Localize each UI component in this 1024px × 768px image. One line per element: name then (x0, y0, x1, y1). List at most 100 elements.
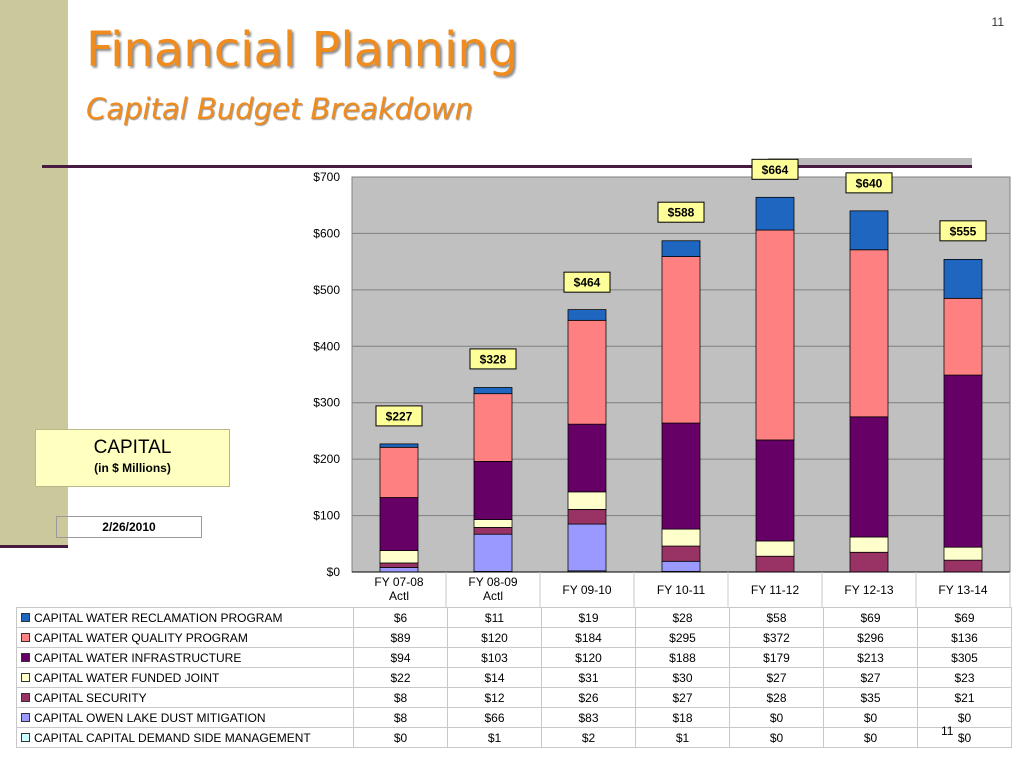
x-tick-label-line: FY 09-10 (562, 583, 611, 597)
series-name-cell: CAPITAL OWEN LAKE DUST MITIGATION (16, 707, 354, 728)
table-row: CAPITAL WATER INFRASTRUCTURE $94 $103 $120 $… (16, 647, 1012, 668)
bar-segment (473, 519, 513, 528)
value-cell: $69 (917, 607, 1012, 628)
value-cell: $27 (823, 667, 918, 688)
side-decoration-rule (0, 545, 68, 548)
bar-segment (473, 393, 513, 462)
table-row: CAPITAL WATER QUALITY PROGRAM $89 $120 $184… (16, 627, 1012, 648)
value-cell: $11 (447, 607, 542, 628)
bar-segment (379, 550, 419, 564)
value-cell: $31 (541, 667, 636, 688)
total-label-box (469, 348, 517, 370)
value-cell: $295 (635, 627, 730, 648)
bar-segment (661, 560, 701, 572)
bar-segment (661, 240, 701, 257)
total-label: $588 (668, 206, 695, 220)
value-cell: $0 (729, 727, 824, 748)
value-cell: $0 (823, 707, 918, 728)
page-number-bottom: 11 (941, 724, 954, 738)
value-cell: $8 (353, 687, 448, 708)
x-tick-label: FY 11-12 (751, 583, 800, 597)
value-cell: $22 (353, 667, 448, 688)
bar-segment (849, 249, 889, 418)
total-label: $227 (386, 409, 413, 423)
series-name: CAPITAL OWEN LAKE DUST MITIGATION (34, 710, 266, 725)
value-cell: $28 (635, 607, 730, 628)
bar-segment (755, 196, 795, 231)
y-tick-label: $500 (313, 283, 340, 297)
bar-segment (943, 546, 983, 561)
x-tick-label-line: FY 08-09 (468, 575, 517, 589)
title-rule-accent (768, 158, 972, 165)
series-name: CAPITAL WATER INFRASTRUCTURE (34, 650, 242, 665)
series-name-cell: CAPITAL SECURITY (16, 687, 354, 708)
series-name: CAPITAL CAPITAL DEMAND SIDE MANAGEMENT (34, 730, 311, 745)
bar-segment (661, 528, 701, 547)
value-cell: $8 (353, 707, 448, 728)
y-tick-label: $700 (313, 170, 340, 184)
series-name: CAPITAL WATER QUALITY PROGRAM (34, 630, 248, 645)
bar-segment (943, 297, 983, 376)
total-label-box (939, 220, 987, 242)
series-name: CAPITAL SECURITY (34, 690, 147, 705)
bar-segment (379, 443, 419, 448)
title-rule (42, 165, 972, 168)
x-tick-label-line: FY 13-14 (938, 583, 987, 597)
value-cell: $28 (729, 687, 824, 708)
legend-swatch (21, 612, 30, 622)
series-name: CAPITAL WATER RECLAMATION PROGRAM (34, 610, 283, 625)
table-row: CAPITAL WATER FUNDED JOINT $22 $14 $31 $30 $2… (16, 667, 1012, 688)
bar-segment (567, 523, 607, 572)
value-cell: $188 (635, 647, 730, 668)
capital-callout: CAPITAL (in $ Millions) (35, 429, 230, 487)
y-tick-label: $300 (313, 396, 340, 410)
value-cell: $213 (823, 647, 918, 668)
legend-swatch (21, 652, 30, 662)
y-tick-label: $100 (313, 509, 340, 523)
bar-segment (661, 256, 701, 424)
total-label: $640 (856, 176, 883, 190)
value-cell: $30 (635, 667, 730, 688)
total-label-box (845, 172, 893, 194)
bar-segment (473, 387, 513, 395)
slide-subtitle: Capital Budget Breakdown (86, 92, 473, 126)
y-tick-label: $200 (313, 452, 340, 466)
x-tick-label: FY 12-13 (844, 583, 893, 597)
value-cell: $0 (917, 727, 1012, 748)
value-cell: $19 (541, 607, 636, 628)
bar-segment (473, 461, 513, 520)
bar-segment (473, 533, 513, 572)
bar-segment (849, 416, 889, 538)
total-label-box (751, 158, 799, 180)
value-cell: $184 (541, 627, 636, 648)
bar-segment (849, 551, 889, 573)
value-cell: $0 (353, 727, 448, 748)
value-cell: $27 (635, 687, 730, 708)
value-cell: $120 (447, 627, 542, 648)
total-label: $464 (574, 276, 601, 290)
value-cell: $372 (729, 627, 824, 648)
value-cell: $35 (823, 687, 918, 708)
legend-swatch (21, 732, 30, 742)
legend-swatch (21, 672, 30, 682)
series-name: CAPITAL WATER FUNDED JOINT (34, 670, 220, 685)
x-tick-label: FY 09-10 (562, 583, 611, 597)
bar-segment (755, 540, 795, 557)
table-row: CAPITAL CAPITAL DEMAND SIDE MANAGEMENT $0… (16, 727, 1012, 748)
value-cell: $14 (447, 667, 542, 688)
value-cell: $27 (729, 667, 824, 688)
x-tick-label: FY 13-14 (938, 583, 987, 597)
y-tick-label: $400 (313, 339, 340, 353)
date-label: 2/26/2010 (56, 516, 202, 538)
bar-segment (567, 491, 607, 510)
value-cell: $305 (917, 647, 1012, 668)
bar-segment (849, 536, 889, 553)
value-cell: $120 (541, 647, 636, 668)
bar-segment (379, 446, 419, 498)
bar-segment (943, 374, 983, 548)
value-cell: $26 (541, 687, 636, 708)
series-name-cell: CAPITAL WATER QUALITY PROGRAM (16, 627, 354, 648)
value-cell: $12 (447, 687, 542, 708)
value-cell: $18 (635, 707, 730, 728)
value-cell: $179 (729, 647, 824, 668)
